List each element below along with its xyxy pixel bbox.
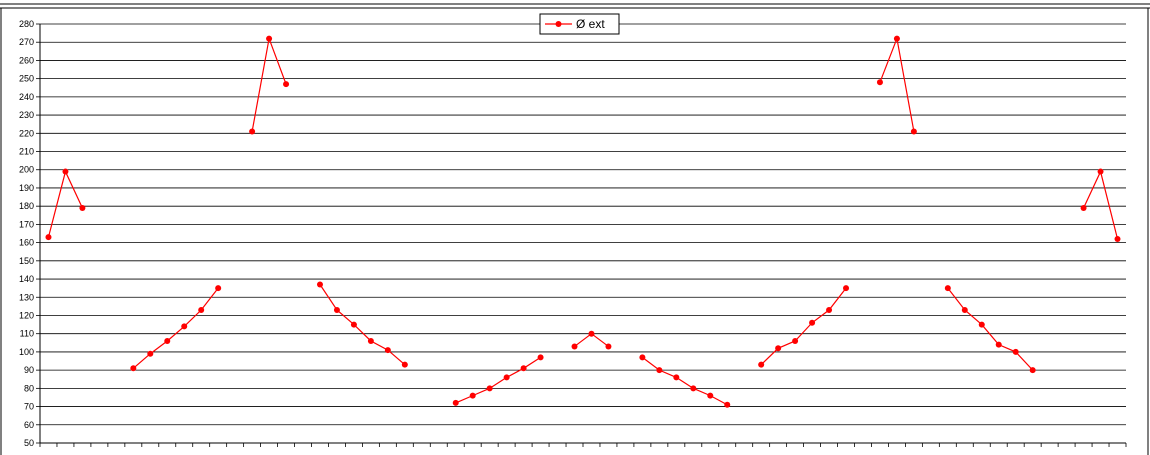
data-point bbox=[605, 343, 612, 350]
data-point bbox=[367, 337, 374, 344]
y-tick-label: 190 bbox=[19, 183, 34, 193]
data-point bbox=[792, 337, 799, 344]
data-point bbox=[283, 81, 290, 88]
data-point bbox=[147, 350, 154, 357]
data-point bbox=[724, 401, 731, 408]
legend-box bbox=[539, 13, 620, 35]
data-point bbox=[826, 307, 833, 314]
data-point bbox=[571, 343, 578, 350]
y-tick-label: 220 bbox=[19, 128, 34, 138]
y-tick-label: 70 bbox=[24, 402, 34, 412]
data-point bbox=[656, 367, 663, 374]
data-point bbox=[978, 321, 985, 328]
data-point bbox=[266, 35, 273, 42]
data-point bbox=[164, 337, 171, 344]
y-tick-label: 160 bbox=[19, 238, 34, 248]
data-point bbox=[893, 35, 900, 42]
y-tick-label: 270 bbox=[19, 37, 34, 47]
y-tick-label: 250 bbox=[19, 74, 34, 84]
data-point bbox=[62, 168, 69, 175]
y-tick-label: 280 bbox=[19, 19, 34, 29]
series-line-segment bbox=[642, 356, 728, 406]
grid-layer bbox=[40, 23, 1126, 444]
series-line-segment bbox=[879, 36, 915, 132]
data-point bbox=[486, 385, 493, 392]
y-tick-label: 180 bbox=[19, 201, 34, 211]
data-point bbox=[1029, 367, 1036, 374]
y-tick-label: 210 bbox=[19, 147, 34, 157]
data-point bbox=[1114, 235, 1121, 242]
data-point bbox=[45, 234, 52, 241]
y-tick-label: 230 bbox=[19, 110, 34, 120]
series-line-segment bbox=[947, 287, 1034, 371]
data-point bbox=[249, 128, 256, 135]
data-point bbox=[843, 285, 850, 292]
data-point bbox=[758, 361, 765, 368]
y-tick-label: 140 bbox=[19, 274, 34, 284]
data-point bbox=[944, 285, 951, 292]
y-tick-label: 130 bbox=[19, 292, 34, 302]
data-point bbox=[588, 330, 595, 337]
series-line-segment bbox=[132, 287, 219, 369]
data-point bbox=[79, 204, 86, 211]
data-point bbox=[775, 345, 782, 352]
data-point bbox=[316, 281, 323, 288]
data-point bbox=[130, 365, 137, 372]
data-point bbox=[503, 374, 510, 381]
data-point bbox=[673, 374, 680, 381]
y-tick-label: 90 bbox=[24, 365, 34, 375]
data-point bbox=[520, 365, 527, 372]
legend-marker-sample bbox=[555, 21, 562, 27]
data-point bbox=[1097, 168, 1104, 175]
data-point bbox=[639, 354, 646, 361]
data-point bbox=[876, 79, 883, 86]
data-point bbox=[961, 307, 968, 314]
data-point bbox=[333, 307, 340, 314]
data-point bbox=[198, 307, 205, 314]
data-point bbox=[215, 285, 222, 292]
series-line-segment bbox=[47, 169, 83, 238]
data-point bbox=[1012, 348, 1019, 355]
y-tick-label: 260 bbox=[19, 55, 34, 65]
axis-layer: 50 60 70 80 90 100 110 120 130 140 150 160 170 180 190… bbox=[19, 19, 1127, 448]
data-point bbox=[707, 392, 714, 399]
y-tick-label: 110 bbox=[20, 329, 34, 339]
data-point bbox=[384, 347, 391, 354]
data-point bbox=[350, 321, 357, 328]
data-point bbox=[809, 319, 816, 326]
series-line-segment bbox=[319, 284, 406, 366]
y-tick-label: 80 bbox=[24, 383, 34, 393]
series-line-segment bbox=[251, 36, 287, 132]
y-tick-label: 170 bbox=[19, 219, 34, 229]
data-point bbox=[469, 392, 476, 399]
data-point bbox=[537, 354, 544, 361]
y-tick-label: 240 bbox=[19, 92, 34, 102]
legend: Ø ext bbox=[539, 13, 620, 35]
legend-entry-label: Ø ext bbox=[576, 17, 605, 31]
y-tick-label: 150 bbox=[19, 256, 34, 266]
series-line-segment bbox=[760, 287, 847, 366]
y-tick-label: 60 bbox=[24, 420, 34, 430]
data-point bbox=[1080, 204, 1087, 211]
y-tick-label: 200 bbox=[19, 165, 34, 175]
y-tick-label: 120 bbox=[19, 310, 34, 320]
data-point bbox=[910, 128, 917, 135]
series-line-segment bbox=[1083, 169, 1119, 240]
series-layer bbox=[45, 35, 1121, 408]
y-tick-label: 100 bbox=[19, 347, 34, 357]
y-tick-label: 50 bbox=[24, 438, 34, 448]
data-point bbox=[690, 385, 697, 392]
data-point bbox=[401, 361, 408, 368]
data-point bbox=[181, 323, 188, 330]
series-line-segment bbox=[455, 356, 541, 404]
data-point bbox=[452, 399, 459, 406]
data-point bbox=[995, 341, 1002, 348]
